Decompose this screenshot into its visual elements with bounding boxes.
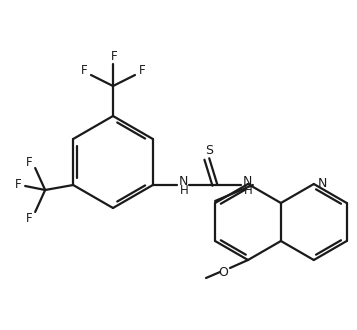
Text: N: N xyxy=(318,177,327,189)
Text: F: F xyxy=(15,178,21,190)
Text: F: F xyxy=(111,50,117,63)
Text: N: N xyxy=(179,175,188,187)
Text: F: F xyxy=(81,63,87,77)
Text: H: H xyxy=(180,183,188,196)
Text: S: S xyxy=(205,144,213,156)
Text: F: F xyxy=(139,63,145,77)
Text: O: O xyxy=(218,266,228,279)
Text: H: H xyxy=(243,183,252,196)
Text: F: F xyxy=(26,155,32,169)
Text: F: F xyxy=(26,212,32,224)
Text: N: N xyxy=(243,175,252,187)
